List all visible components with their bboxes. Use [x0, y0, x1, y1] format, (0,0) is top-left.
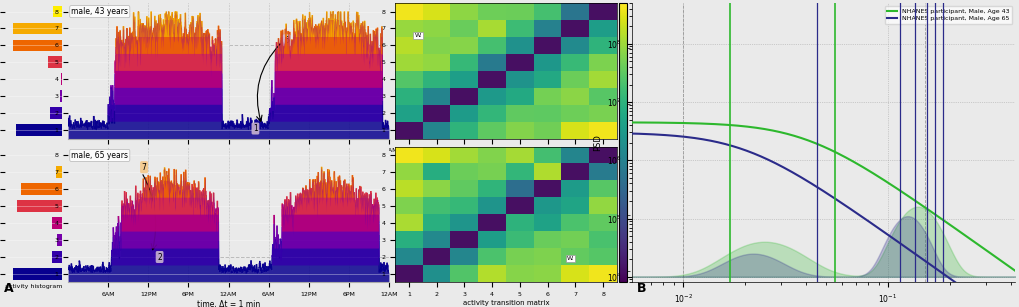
Bar: [53, 6, 62, 17]
Text: 1: 1: [253, 124, 258, 133]
Text: 2: 2: [157, 253, 162, 262]
Bar: [56, 234, 62, 246]
Bar: [12, 23, 62, 34]
Bar: [60, 90, 62, 102]
Legend: NHANES participant, Male, Age 43, NHANES participant, Male, Age 65: NHANES participant, Male, Age 43, NHANES…: [883, 6, 1011, 24]
Y-axis label: PSD: PSD: [592, 134, 601, 151]
Text: B: B: [636, 282, 646, 295]
X-axis label: time, Δt = 1 min: time, Δt = 1 min: [197, 300, 260, 307]
Text: 7: 7: [142, 163, 147, 172]
Bar: [12, 40, 62, 51]
Text: W.: W.: [567, 256, 574, 261]
Bar: [12, 268, 62, 280]
Bar: [15, 124, 62, 136]
Text: 6: 6: [284, 36, 288, 45]
Text: W.: W.: [414, 33, 422, 38]
Bar: [21, 183, 62, 195]
Bar: [61, 73, 62, 85]
Text: male, 65 years: male, 65 years: [71, 151, 128, 160]
Bar: [56, 166, 62, 178]
Bar: [52, 217, 62, 229]
Bar: [17, 200, 62, 212]
X-axis label: activity transition matrix: activity transition matrix: [463, 300, 549, 306]
X-axis label: activity histogram: activity histogram: [5, 284, 62, 289]
Text: male, 43 years: male, 43 years: [71, 7, 128, 16]
Bar: [48, 56, 62, 68]
Bar: [52, 251, 62, 263]
Bar: [50, 107, 62, 119]
Text: A: A: [4, 282, 13, 295]
